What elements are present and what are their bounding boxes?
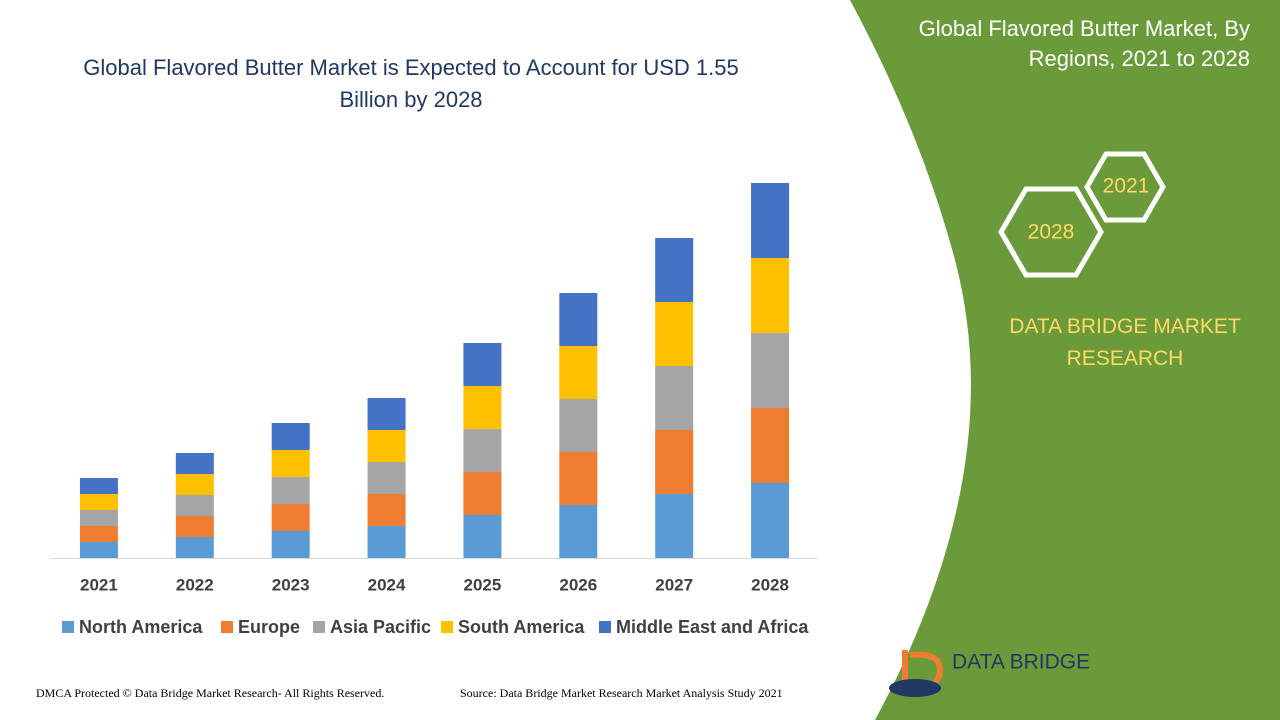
bar-segment — [559, 399, 598, 452]
hex-label: 2028 — [1028, 221, 1075, 244]
bar-segment — [751, 483, 790, 558]
bar-segment — [559, 505, 598, 558]
copyright: DMCA Protected © Data Bridge Market Rese… — [36, 686, 385, 700]
legend-label: North America — [79, 617, 203, 637]
bar-segment — [655, 302, 694, 366]
bar-segment — [655, 238, 694, 302]
bar-segment — [175, 516, 214, 537]
chart-title: Global Flavored Butter Market is Expecte… — [83, 55, 739, 112]
bar-segment — [271, 423, 310, 450]
source: Source: Data Bridge Market Research Mark… — [460, 686, 783, 700]
bar-segment — [79, 510, 118, 526]
bar-segment — [463, 429, 502, 472]
bar-segment — [367, 430, 406, 462]
bar-segment — [175, 495, 214, 516]
bar-segment — [367, 398, 406, 430]
bar-segment — [367, 494, 406, 526]
bar-segment — [463, 386, 502, 429]
bar-segment — [175, 537, 214, 558]
legend-swatch — [441, 621, 453, 633]
bar-segment — [271, 477, 310, 504]
bar-segment — [559, 293, 598, 346]
x-tick-label: 2023 — [272, 575, 310, 594]
bar-segment — [751, 408, 790, 483]
hex-label: 2021 — [1103, 175, 1150, 198]
x-tick-label: 2026 — [559, 575, 597, 594]
bar-segment — [751, 333, 790, 408]
bar-segment — [559, 452, 598, 505]
brand: DATA BRIDGE MARKET RESEARCH — [1009, 315, 1241, 370]
logo-text: DATA BRIDGE — [952, 651, 1090, 674]
bar-segment — [175, 474, 214, 495]
bar-segment — [655, 430, 694, 494]
bar-segment — [655, 494, 694, 558]
x-tick-label: 2021 — [80, 575, 118, 594]
legend-swatch — [313, 621, 325, 633]
bar-segment — [367, 526, 406, 558]
bar-segment — [463, 343, 502, 386]
bar-segment — [175, 453, 214, 474]
legend-swatch — [62, 621, 74, 633]
bar-segment — [751, 258, 790, 333]
panel-title: Global Flavored Butter Market, By Region… — [918, 16, 1250, 71]
bar-segment — [79, 494, 118, 510]
legend-swatch — [599, 621, 611, 633]
bar-segment — [271, 504, 310, 531]
hexagon — [998, 186, 1104, 278]
bar-segment — [79, 542, 118, 558]
bar-segment — [79, 478, 118, 494]
bar-segment — [271, 450, 310, 477]
bar-segment — [463, 515, 502, 558]
bar-segment — [367, 462, 406, 494]
x-tick-label: 2024 — [368, 575, 406, 594]
legend-label: South America — [458, 617, 585, 637]
bar-segment — [271, 531, 310, 558]
x-tick-label: 2027 — [655, 575, 693, 594]
x-tick-label: 2022 — [176, 575, 214, 594]
legend-label: Middle East and Africa — [616, 617, 809, 637]
bar-segment — [559, 346, 598, 399]
x-tick-label: 2028 — [751, 575, 789, 594]
legend-label: Europe — [238, 617, 300, 637]
bar-segment — [751, 183, 790, 258]
side-panel — [850, 0, 1280, 720]
logo-icon — [889, 679, 941, 697]
hexagon — [1084, 151, 1166, 223]
bar-segment — [655, 366, 694, 430]
bar-segment — [463, 472, 502, 515]
legend-label: Asia Pacific — [330, 617, 431, 637]
x-tick-label: 2025 — [464, 575, 502, 594]
bar-segment — [79, 526, 118, 542]
legend-swatch — [221, 621, 233, 633]
